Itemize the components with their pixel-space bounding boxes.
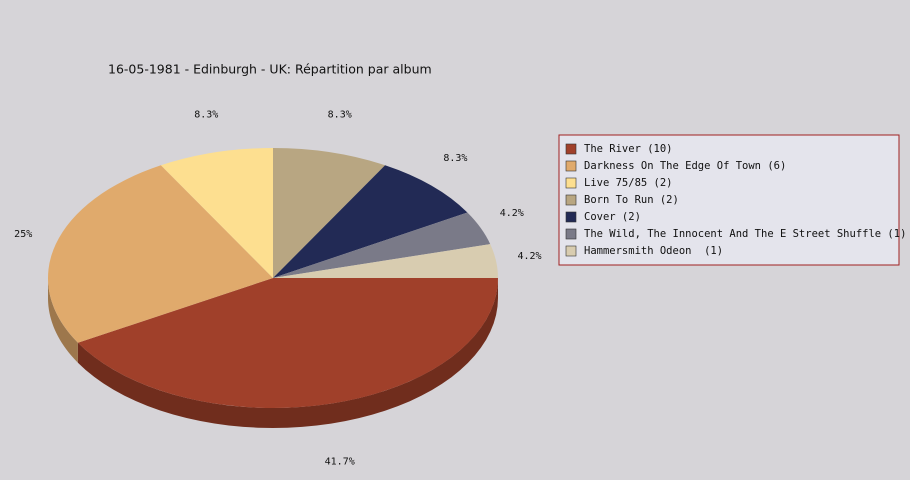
legend-swatch bbox=[565, 160, 577, 172]
legend-label: The Wild, The Innocent And The E Street … bbox=[584, 228, 906, 240]
data-label: 8.3% bbox=[328, 110, 352, 121]
slice bbox=[273, 148, 386, 278]
legend-label: Darkness On The Edge Of Town (6) bbox=[584, 160, 786, 172]
legend-swatch bbox=[565, 245, 577, 257]
data-label: 4.2% bbox=[500, 208, 524, 219]
data-label: 8.3% bbox=[443, 153, 467, 164]
legend-label: Cover (2) bbox=[584, 211, 641, 223]
data-label: 8.3% bbox=[194, 110, 218, 121]
slice-side bbox=[48, 278, 78, 363]
slice bbox=[160, 148, 273, 278]
data-label: 4.2% bbox=[517, 251, 541, 262]
legend-swatch bbox=[565, 177, 577, 189]
slice bbox=[273, 165, 468, 278]
slice bbox=[273, 244, 498, 278]
slice bbox=[77, 278, 499, 409]
slice-side bbox=[77, 278, 499, 428]
legend-swatch bbox=[565, 228, 577, 240]
chart-title: 16-05-1981 - Edinburgh - UK: Répartition… bbox=[108, 62, 432, 77]
legend-label: Live 75/85 (2) bbox=[584, 177, 673, 189]
legend-label: The River (10) bbox=[584, 143, 673, 155]
slice bbox=[273, 212, 491, 278]
legend-swatch bbox=[565, 194, 577, 206]
data-label: 25% bbox=[14, 229, 32, 240]
legend-swatch bbox=[565, 211, 577, 223]
data-label: 41.7% bbox=[325, 456, 355, 467]
legend-swatch bbox=[565, 143, 577, 155]
legend-label: Hammersmith Odeon (1) bbox=[584, 245, 723, 257]
slice bbox=[47, 165, 273, 343]
legend-label: Born To Run (2) bbox=[584, 194, 679, 206]
legend-box bbox=[558, 134, 900, 266]
